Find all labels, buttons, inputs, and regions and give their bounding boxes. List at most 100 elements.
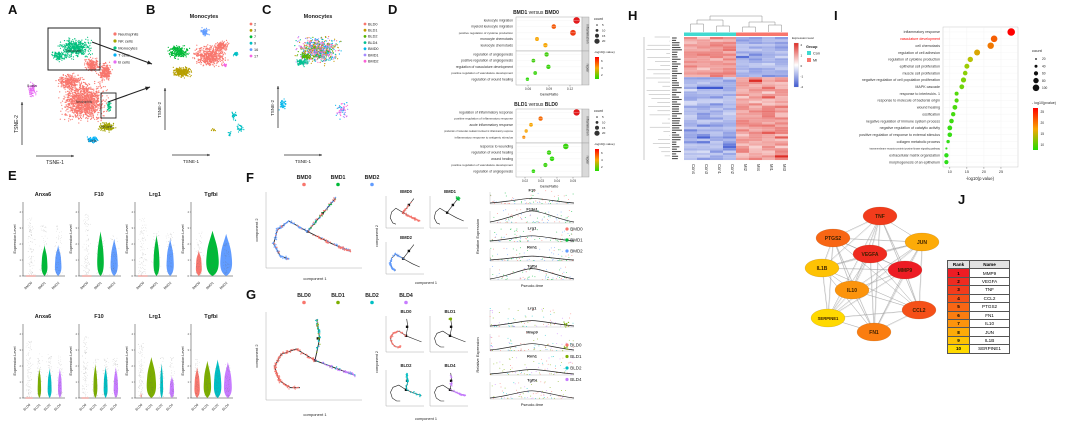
trajectory-bmd-combined: component 1 component 2 [254, 192, 362, 281]
network-node-tnf: TNF [862, 206, 898, 226]
panel-label-i: I [834, 8, 838, 23]
go-term-label: regulation of wound healing [472, 77, 514, 81]
x-tick-label: BMD1 [149, 281, 159, 291]
rank-cell: 7 [946, 318, 971, 329]
violin-plot-anxa6-row1: Anxa6 0 1 2 3 4 Expression Level BLD0 BLD1 BLD2 BL… [13, 314, 65, 412]
x-tick-label: BLD4 [53, 403, 62, 412]
violin-plot-anxa6-row0: Anxa6 0 1 2 3 4 Expression Level BMD0 BMD1 BMD2 [13, 192, 65, 290]
legend-item-label: 16 [254, 48, 258, 52]
legend-count-title: count [594, 17, 603, 21]
facet-plot [385, 316, 424, 353]
title: Monocytes [304, 14, 333, 20]
legend-expr-tick: -2 [801, 85, 804, 89]
x-axis-label: GeneRatio [540, 92, 559, 97]
legend-item-label: BLD2 [570, 366, 582, 371]
go-term-label: negative regulation of cell population p… [862, 78, 940, 82]
gene-title: F13a1 [526, 207, 538, 212]
gene-row [489, 190, 575, 205]
go-term-label: muscle cell proliferation [902, 71, 940, 75]
axes [265, 192, 362, 269]
y-tick-label: 3 [76, 226, 78, 230]
x-tick-label: BMD1 [205, 281, 215, 291]
jitter-points [194, 231, 231, 276]
x-tick-labels: BLD0 BLD1 BLD2 BLD4 [135, 403, 175, 412]
rank-cell: 2 [946, 276, 971, 287]
gene-name-cell: IL1B [969, 335, 1010, 346]
gene-title: Lrg1 [528, 226, 537, 231]
plot-title: Monocytes [190, 14, 219, 20]
legend-color-title: -log10(p value) [594, 50, 615, 54]
violins [25, 368, 62, 399]
y-axis-label: Relative Expression [475, 337, 480, 372]
title: Anxa6 [35, 314, 52, 320]
go-term-label: positive regulation of angiogenesis [461, 59, 513, 63]
cluster-label: Neutrophils [76, 100, 93, 104]
strip-label: repair [586, 156, 590, 166]
gene-title: Tgfbi [527, 378, 537, 383]
violins [194, 359, 232, 398]
gene-name-cell: JUN [969, 327, 1010, 337]
pseudotime-gene-title: Mmp9 [526, 330, 538, 335]
go-term-label: acute inflammatory response [469, 123, 513, 127]
y-tick-label: 2 [188, 242, 190, 246]
gene-title: Mmp9 [526, 330, 538, 335]
zoom-arrows [91, 41, 153, 103]
group-header-label: BMD1 [331, 175, 346, 181]
legend: Neutrophils NK cells Monocytes T cells B cel… [113, 31, 138, 64]
cluster-labels: Monocytes Neutrophils NK cells T cells B cel… [27, 49, 113, 143]
x-tick-label: 10 [948, 170, 952, 174]
violins [195, 230, 233, 276]
legend-color-tick: 4 [601, 66, 603, 70]
legend-group-label: Con [813, 51, 820, 55]
panel-label-e: E [8, 168, 17, 183]
x-tick-label: BMD0 [136, 281, 146, 291]
gene-title: Anxa6 [35, 314, 52, 320]
labels2: Relative Expression [475, 219, 480, 254]
labels2: Relative Expression [475, 337, 480, 372]
legend-color-tick: 6 [601, 151, 603, 155]
x-tick-label: BMD2 [163, 281, 173, 291]
y-tick-label: 1 [76, 258, 78, 262]
legend-item-label: BLD4 [570, 377, 582, 382]
facet-title: BLD2 [401, 363, 413, 368]
heatmap-col-label: MI2 [743, 164, 748, 172]
labels2: component 2 [375, 351, 379, 373]
y-tick-label: 2 [76, 364, 78, 368]
go-term-label: response to interleukin- 1 [900, 92, 940, 96]
x-tick-label: BLD2 [43, 403, 52, 412]
x-axis-label: GeneRatio [540, 184, 559, 189]
point-clouds [278, 36, 349, 120]
x-axis-label: Pseudo-time [521, 283, 544, 288]
hub-gene-table: Rank Name 1 MMP9 2 VEGFA 3 TNF 4 CCL2 5 PTGS2 6 FN1 7 I… [946, 259, 1010, 354]
y-axis-label: Expression Level [69, 346, 73, 375]
legend-item-label: 3 [254, 29, 256, 33]
legend-count-label: 20 [1042, 57, 1046, 61]
gene-title: Lrg1 [149, 314, 161, 320]
axis-labels: component 1 component 2 [254, 218, 327, 281]
gene-name-cell: MMP9 [969, 268, 1010, 278]
network-node-il1b: IL1B [804, 258, 840, 278]
facet-title: BLD0 [401, 309, 413, 314]
heatmap-col-label: MI1 [769, 164, 774, 172]
violin-plot-tgfbi-row1: Tgfbi 0 1 2 3 4 Expression Level BLD0 BLD1 BLD2 BL… [181, 314, 233, 412]
legend-count-label: 5 [602, 23, 604, 27]
trajectory-bld-facets: BLD0 BLD1 BLD2 BLD4 component 1 component 2 [375, 309, 468, 421]
go-term-label: inflammatory response [904, 30, 940, 34]
group-header-label: BLD0 [297, 293, 311, 299]
legend-count-label: 100 [1042, 86, 1048, 90]
trajectory-bmd-facets: BMD0 BMD1 BMD2 component 1 component 2 [375, 189, 468, 285]
network-node-label: MMP9 [898, 268, 913, 274]
gene-row [489, 356, 575, 376]
gene-title: F10 [529, 188, 537, 193]
go-term-label: production of molecular mediator involve… [444, 130, 514, 133]
axes: TSNE-2 TSNE-1 [157, 88, 210, 164]
x-axis-label: -log10(p value) [966, 176, 995, 181]
network-node-label: IL10 [847, 288, 857, 294]
network-node-il10: IL10 [834, 280, 870, 300]
pseudotime-gene-title: F10 [529, 188, 537, 193]
group-header: BLD0 BLD1 BLD2 BLD4 [297, 293, 413, 305]
facet-title: BMD2 [400, 235, 413, 240]
plot-title: Monocytes [304, 14, 333, 20]
